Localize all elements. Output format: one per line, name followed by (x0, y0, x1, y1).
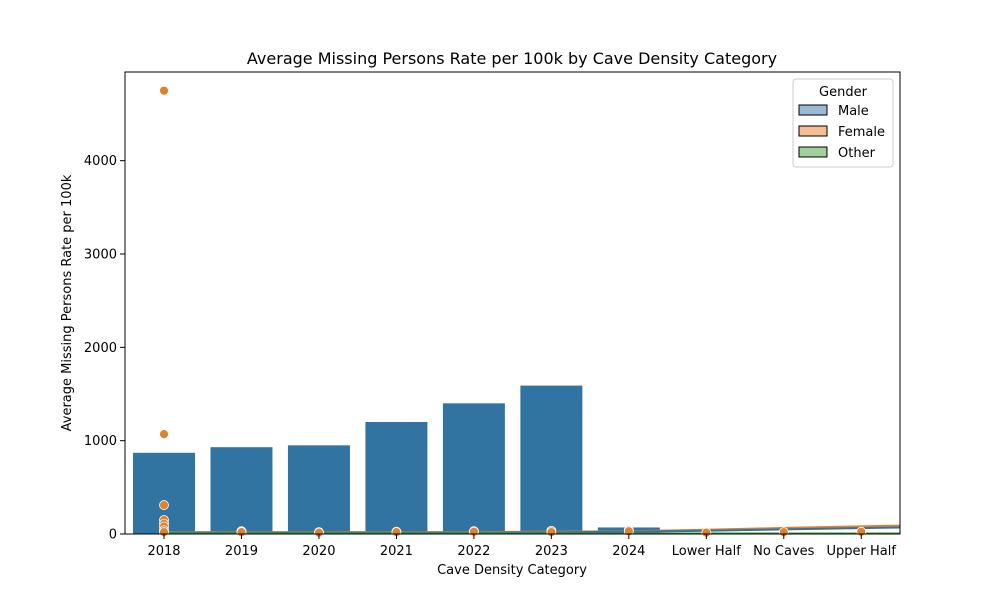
y-axis-ticks: 0 1000 2000 3000 4000 (84, 154, 125, 543)
legend-box (792, 78, 894, 168)
legend-label-male: Male (838, 104, 869, 119)
x-tick-label: Lower Half (672, 544, 741, 559)
x-tick-label: Upper Half (827, 544, 897, 559)
y-tick-label: 3000 (84, 248, 117, 263)
x-axis-label: Cave Density Category (437, 563, 587, 578)
x-axis-ticks: 2018 2019 2020 2021 2022 2023 2024 Lower Half No… (147, 534, 896, 559)
legend-entries: Male Female Other (798, 104, 885, 161)
chart-title: Average Missing Persons Rate per 100k by… (247, 49, 777, 68)
x-tick-label: 2023 (535, 544, 568, 559)
bar-2019 (210, 447, 273, 534)
x-tick-label: 2018 (147, 544, 180, 559)
x-tick-label: 2021 (380, 544, 413, 559)
y-axis-label: Average Missing Persons Rate per 100k (60, 174, 75, 431)
legend-swatch-other (798, 146, 828, 158)
bars-layer (133, 385, 660, 534)
scatter-point (159, 500, 169, 510)
bar-2023 (520, 385, 583, 534)
plot-frame (124, 71, 901, 535)
x-tick-label: 2024 (612, 544, 645, 559)
legend-label-female: Female (838, 125, 885, 140)
bar-2022 (442, 403, 505, 534)
legend-swatch-female (798, 125, 828, 137)
legend-swatch-male (798, 104, 828, 116)
bar-2020 (287, 445, 350, 534)
y-tick-label: 1000 (84, 434, 117, 449)
x-tick-label: No Caves (753, 544, 815, 559)
x-tick-label: 2020 (302, 544, 335, 559)
y-tick-label: 4000 (84, 154, 117, 169)
legend: Gender Male Female Other (792, 78, 894, 168)
y-tick-label: 0 (109, 528, 117, 543)
scatter-point (159, 85, 169, 96)
legend-title: Gender (819, 85, 868, 100)
legend-label-other: Other (838, 146, 876, 161)
x-tick-label: 2022 (457, 544, 490, 559)
x-tick-label: 2019 (225, 544, 258, 559)
y-tick-label: 2000 (84, 341, 117, 356)
scatter-point (159, 429, 169, 440)
bar-2021 (365, 422, 428, 534)
